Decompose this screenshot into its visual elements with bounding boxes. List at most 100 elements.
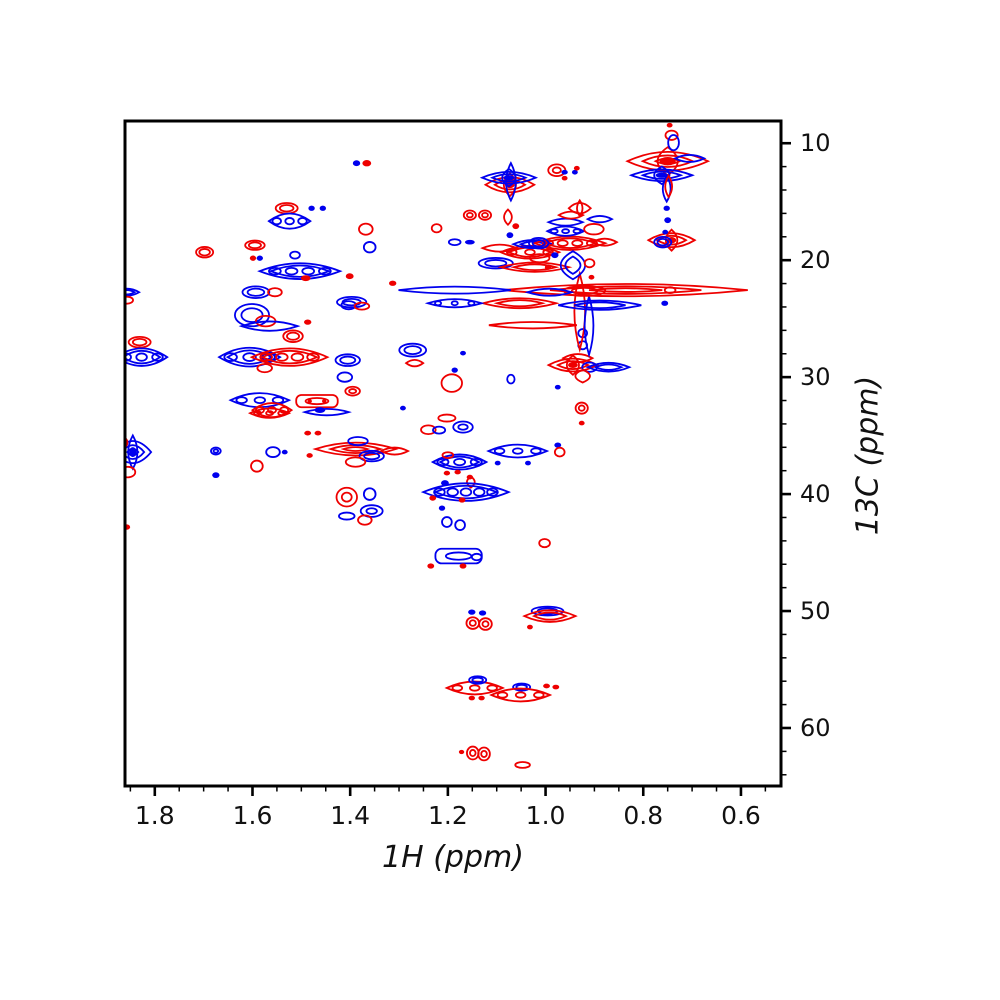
peak-contour	[573, 301, 626, 310]
peak-contour	[256, 363, 273, 374]
peak-contour	[289, 250, 301, 260]
peak-contour	[125, 289, 137, 296]
peak-contour	[662, 229, 669, 235]
x-tick-label: 0.6	[721, 801, 761, 830]
peak-contour	[576, 198, 584, 218]
peak-contour	[458, 497, 466, 503]
peak-contour	[571, 169, 578, 175]
peak-contour	[664, 129, 679, 141]
peak-contour	[297, 217, 308, 226]
peak-contour	[663, 205, 670, 211]
peak-contour	[459, 487, 473, 497]
peak-contour	[506, 246, 554, 258]
peak-contour	[265, 410, 274, 417]
peak-contour	[588, 287, 663, 293]
peak-contour	[234, 303, 270, 328]
peak-contour	[512, 223, 520, 230]
peak-contour	[559, 250, 587, 281]
peak-contour	[300, 275, 311, 282]
peak-contour	[441, 516, 453, 528]
peak-contour	[322, 399, 327, 404]
peak-contour	[365, 507, 378, 515]
peak-contour	[452, 420, 474, 434]
peak-contour	[471, 676, 484, 684]
peak-contour	[466, 475, 476, 489]
peak-contour	[271, 396, 285, 405]
peak-contour	[135, 352, 148, 362]
peak-contour	[583, 258, 596, 269]
peak-contour	[275, 352, 289, 362]
peak-contour	[265, 446, 281, 458]
peak-contour	[625, 150, 711, 172]
peak-contour	[125, 295, 134, 305]
peak-contour	[470, 552, 483, 562]
peak-contour	[362, 487, 377, 501]
peak-contour	[247, 241, 262, 250]
peak-contour	[340, 446, 371, 452]
peak-contour	[260, 349, 320, 365]
peak-contour	[434, 300, 443, 307]
peak-contour	[389, 280, 397, 286]
peak-contour	[481, 620, 490, 628]
peak-contour	[588, 274, 595, 280]
peak-contour	[549, 228, 559, 235]
peak-contour	[403, 345, 422, 356]
peak-contour	[489, 687, 553, 703]
peak-contour	[451, 367, 458, 373]
peak-contour	[195, 246, 215, 259]
x-axis-ticks	[129, 786, 767, 796]
peak-contour	[469, 684, 481, 692]
peak-contour	[564, 255, 582, 275]
peak-contour	[436, 457, 450, 467]
peak-contour	[478, 610, 487, 616]
peak-contour	[472, 487, 486, 497]
peak-contour	[574, 401, 589, 415]
peak-contour	[653, 165, 671, 186]
peak-contour	[336, 295, 368, 309]
peak-contour	[348, 388, 358, 395]
peak-contour	[125, 437, 129, 449]
peak-contour	[640, 170, 684, 180]
peak-contour	[281, 449, 288, 455]
peak-contour	[450, 300, 459, 307]
peak-contour	[506, 373, 516, 385]
peak-contour	[524, 248, 536, 256]
peak-contour	[486, 443, 550, 459]
peak-contour	[468, 619, 477, 627]
peak-contour	[212, 448, 220, 454]
peak-contour	[578, 420, 585, 426]
peak-contour	[653, 236, 673, 249]
peak-contour	[571, 239, 584, 247]
peak-contour	[545, 225, 586, 237]
peak-contour	[363, 451, 381, 461]
peak-contour	[469, 457, 483, 467]
peak-contour	[497, 261, 573, 273]
peak-contour	[447, 238, 462, 246]
peak-contour	[561, 169, 568, 175]
peak-contour	[420, 482, 512, 502]
peak-contour	[477, 257, 514, 270]
peak-contour	[667, 134, 680, 152]
peak-contour	[551, 166, 562, 174]
peak-contour	[514, 761, 531, 769]
peak-contour	[151, 352, 164, 362]
peak-contour	[567, 202, 593, 215]
peak-contour	[295, 394, 339, 409]
peak-contour	[404, 358, 425, 368]
peak-contour	[290, 352, 305, 362]
peak-contour	[304, 430, 312, 436]
peak-contour	[465, 616, 481, 630]
peak-contour	[503, 208, 513, 226]
peak-contour	[590, 237, 619, 247]
peak-contour	[628, 168, 695, 183]
peak-contour	[459, 563, 467, 569]
peak-contour	[664, 228, 679, 252]
peak-contour	[438, 505, 446, 511]
peak-contour	[398, 342, 428, 358]
x-tick-label: 1.2	[428, 801, 468, 830]
peak-contour	[464, 239, 475, 245]
peak-contour	[433, 487, 446, 497]
peak-contour	[430, 453, 489, 471]
peak-contour	[223, 352, 238, 362]
